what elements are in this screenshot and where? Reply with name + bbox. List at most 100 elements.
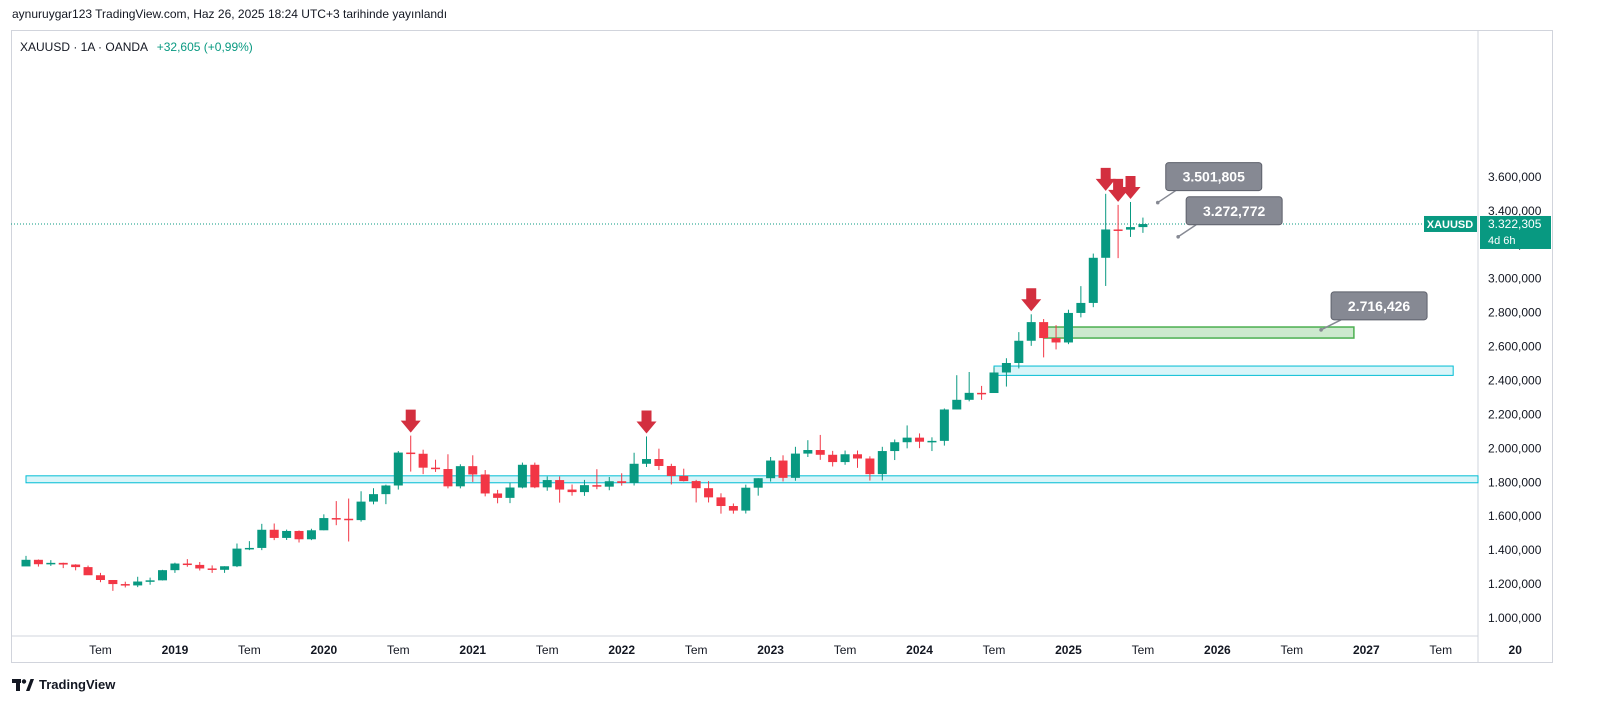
candle-body (741, 487, 751, 511)
candle-body (567, 489, 577, 493)
y-tick-label: 3.400,000 (1488, 204, 1542, 218)
candle-body (778, 460, 788, 478)
candle-body (120, 584, 130, 586)
candle-body (852, 454, 862, 459)
candle-body (1126, 227, 1136, 230)
candle-body (220, 566, 230, 570)
price-callout-label: 3.501,805 (1183, 169, 1245, 185)
price-callout-box (1185, 196, 1283, 226)
callout-anchor-dot (1176, 235, 1180, 239)
candle-body (182, 563, 192, 566)
candle-body (58, 562, 68, 565)
candle-body (803, 450, 813, 454)
down-arrow-marker (636, 410, 657, 434)
y-tick-label: 1.400,000 (1488, 543, 1542, 557)
candle-body (530, 464, 540, 488)
candle-body (21, 559, 31, 567)
x-tick-label: Tem (685, 643, 708, 657)
candle-body (480, 474, 490, 494)
y-tick-label: 2.200,000 (1488, 407, 1542, 421)
x-tick-label: Tem (983, 643, 1006, 657)
candle-body (418, 453, 428, 468)
candle-body (1051, 338, 1061, 343)
candle-body (865, 458, 875, 475)
candle-body (1039, 322, 1049, 339)
candle-body (195, 564, 205, 569)
x-tick-label: 2026 (1204, 643, 1231, 657)
candle-body (1076, 302, 1086, 313)
candle-body (71, 564, 81, 568)
x-tick-label: Tem (89, 643, 112, 657)
publish-line: aynuruygar123 TradingView.com, Haz 26, 2… (12, 7, 448, 21)
tradingview-logo-icon (12, 678, 34, 691)
y-tick-label: 1.200,000 (1488, 577, 1542, 591)
candle-body (455, 466, 465, 487)
x-tick-label: 2023 (757, 643, 784, 657)
y-tick-label: 1.000,000 (1488, 611, 1542, 625)
x-tick-label: Tem (1429, 643, 1452, 657)
x-tick-label: Tem (1281, 643, 1304, 657)
price-callout-box (1165, 162, 1263, 192)
candle-body (393, 452, 403, 486)
candle-body (592, 485, 602, 487)
candle-body (927, 440, 937, 443)
candle-body (294, 530, 304, 540)
callout-pointer (1157, 189, 1177, 204)
y-tick-label: 2.400,000 (1488, 373, 1542, 387)
down-arrow-marker (1095, 167, 1116, 191)
x-tick-label: 2021 (459, 643, 486, 657)
candle-body (915, 437, 925, 442)
x-tick-label: 2025 (1055, 643, 1082, 657)
callout-anchor-dot (1319, 328, 1323, 332)
footer-brand[interactable]: TradingView (12, 677, 115, 692)
y-tick-label: 2.600,000 (1488, 340, 1542, 354)
candle-body (766, 460, 776, 479)
down-arrow-marker (1021, 288, 1042, 312)
y-tick-label: 1.800,000 (1488, 475, 1542, 489)
candle-body (145, 580, 155, 582)
candle-body (282, 530, 292, 538)
candle-body (704, 488, 714, 498)
candle-body (890, 442, 900, 452)
candle-body (1014, 340, 1024, 363)
candle-body (1001, 362, 1011, 373)
x-tick-label: 2022 (608, 643, 635, 657)
last-price-tag (1480, 215, 1551, 249)
x-tick-label: Tem (238, 643, 261, 657)
candle-body (753, 478, 763, 488)
candle-body (642, 459, 652, 464)
candle-body (555, 480, 565, 490)
y-tick-label: 3.000,000 (1488, 272, 1542, 286)
footer-brand-label: TradingView (39, 677, 116, 692)
candle-body (468, 466, 478, 475)
y-tick-label: 2.000,000 (1488, 441, 1542, 455)
candle-body (381, 485, 391, 495)
candle-body (207, 568, 217, 570)
x-tick-label: 2020 (310, 643, 337, 657)
price-callout-label: 3.272,772 (1203, 203, 1265, 219)
candle-body (1088, 257, 1098, 303)
symbol-tag-label: XAUUSD (1427, 219, 1474, 231)
candle-body (679, 475, 689, 482)
x-tick-label: 20 (1509, 643, 1523, 657)
x-tick-label: Tem (387, 643, 410, 657)
candle-body (269, 529, 279, 538)
x-tick-label: Tem (1132, 643, 1155, 657)
symbol-legend: XAUUSD · 1A · OANDA +32,605 (+0,99%) (20, 40, 253, 54)
x-tick-label: 2027 (1353, 643, 1380, 657)
candle-body (443, 469, 453, 487)
candle-body (728, 506, 738, 511)
candle-body (1063, 312, 1073, 343)
candle-body (319, 518, 329, 531)
candle-body (604, 481, 614, 487)
candle-body (331, 518, 341, 520)
candle-body (158, 570, 168, 581)
cyan-support-zone (25, 475, 1479, 484)
candle-body (1138, 224, 1148, 228)
candle-body (691, 481, 701, 489)
candle-body (344, 518, 354, 521)
candle-body (493, 493, 503, 498)
down-arrow-marker (1108, 178, 1129, 202)
chart-frame[interactable] (11, 30, 1553, 663)
